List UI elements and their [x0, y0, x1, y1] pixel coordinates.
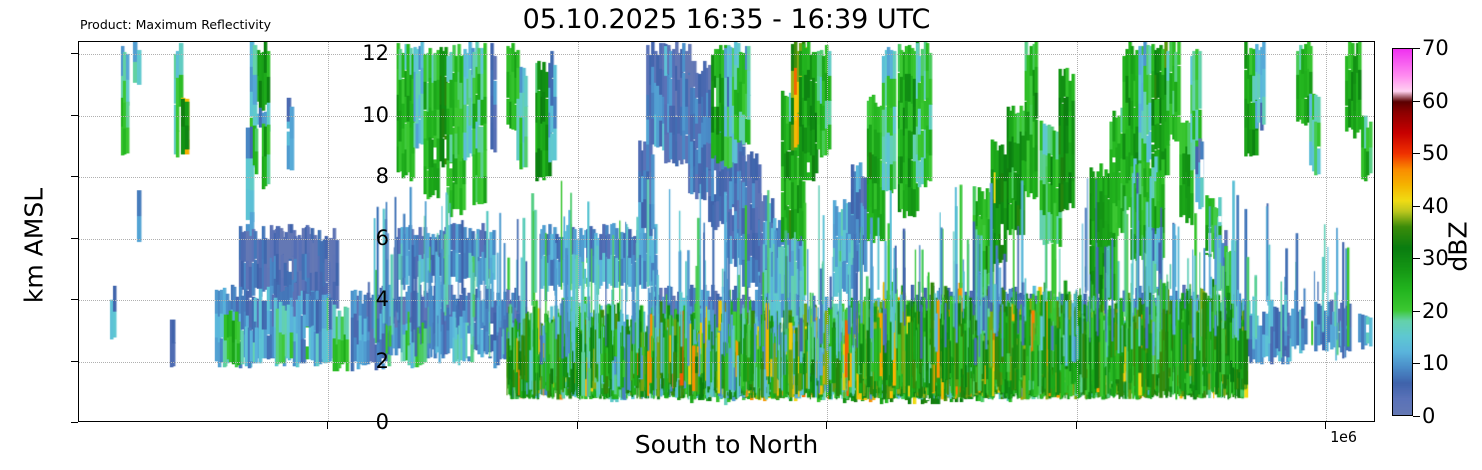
- y-axis-label: km AMSL: [19, 187, 49, 304]
- colorbar-tick-label: 40: [1422, 193, 1449, 218]
- colorbar-tick-label: 60: [1422, 88, 1449, 113]
- x-axis-label: South to North: [634, 430, 819, 459]
- plot-area: [78, 41, 1375, 422]
- y-tick-mark: [71, 114, 78, 116]
- product-annotation: Product: Maximum Reflectivity: [80, 17, 272, 32]
- colorbar-tick-mark: [1413, 258, 1420, 260]
- y-tick-label: 2: [375, 348, 389, 373]
- y-tick-mark: [71, 237, 78, 239]
- y-tick-label: 8: [375, 164, 389, 189]
- colorbar-tick-label: 0: [1422, 404, 1436, 428]
- colorbar-tick-label: 70: [1422, 36, 1449, 60]
- colorbar-tick-mark: [1413, 100, 1420, 102]
- x-axis-offset-text: 1e6: [1330, 428, 1358, 446]
- y-tick-mark: [71, 53, 78, 55]
- x-tick-mark: [1075, 422, 1077, 429]
- y-tick-label: 6: [375, 225, 389, 250]
- colorbar: [1392, 48, 1413, 416]
- colorbar-tick-mark: [1413, 153, 1420, 155]
- colorbar-tick-label: 20: [1422, 298, 1449, 323]
- x-tick-mark: [576, 422, 578, 429]
- colorbar-tick-mark: [1413, 363, 1420, 365]
- colorbar-tick-mark: [1413, 205, 1420, 207]
- colorbar-tick-mark: [1413, 310, 1420, 312]
- y-tick-mark: [71, 422, 78, 423]
- y-tick-label: 12: [362, 41, 389, 66]
- y-tick-label: 4: [375, 287, 389, 312]
- x-tick-mark: [1325, 422, 1327, 429]
- x-tick-mark: [826, 422, 828, 429]
- colorbar-tick-label: 10: [1422, 351, 1449, 376]
- x-tick-mark: [327, 422, 329, 429]
- colorbar-label: dBZ: [1443, 221, 1473, 272]
- colorbar-tick-label: 30: [1422, 246, 1449, 271]
- colorbar-gradient: [1392, 48, 1413, 416]
- colorbar-tick-mark: [1413, 48, 1420, 49]
- colorbar-tick-mark: [1413, 416, 1420, 417]
- y-tick-mark: [71, 299, 78, 301]
- page-title: 05.10.2025 16:35 - 16:39 UTC: [522, 4, 931, 35]
- y-tick-label: 0: [375, 410, 389, 434]
- reflectivity-heatmap-canvas: [79, 42, 1374, 421]
- y-tick-label: 10: [362, 102, 389, 127]
- y-tick-mark: [71, 176, 78, 178]
- y-tick-mark: [71, 360, 78, 362]
- colorbar-tick-label: 50: [1422, 141, 1449, 166]
